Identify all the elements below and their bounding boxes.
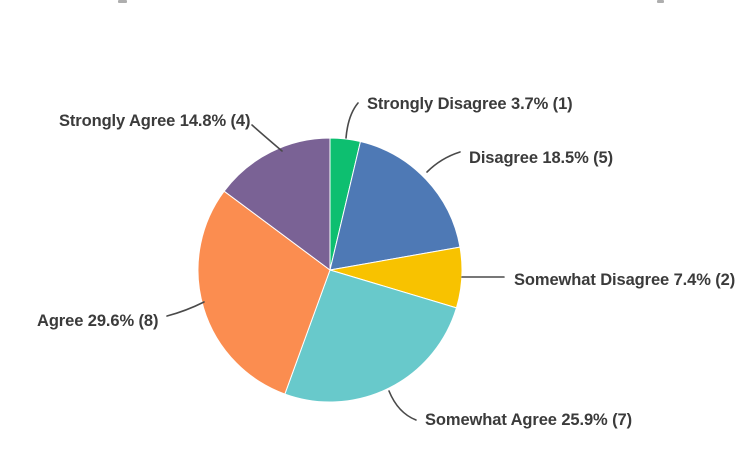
leader-line-disagree (426, 151, 461, 173)
pie-slice-agree[interactable] (197, 190, 331, 395)
cropped-text-fragment-right (657, 0, 664, 3)
slice-label-somewhat-agree: Somewhat Agree 25.9% (7) (425, 411, 632, 429)
slice-label-strongly-disagree: Strongly Disagree 3.7% (1) (367, 95, 573, 113)
leader-line-agree (166, 301, 205, 317)
slice-label-agree: Agree 29.6% (8) (37, 312, 159, 330)
leader-line-strongly-agree (251, 124, 283, 152)
leader-lines-group (166, 102, 505, 421)
leader-line-strongly-disagree (345, 102, 359, 139)
pie-slice-strongly-agree[interactable] (223, 137, 331, 271)
leader-line-somewhat-agree (388, 390, 417, 421)
pie-slices-group (197, 137, 463, 403)
slice-label-disagree: Disagree 18.5% (5) (469, 149, 614, 167)
slice-label-somewhat-disagree: Somewhat Disagree 7.4% (2) (514, 271, 736, 289)
cropped-text-fragment-left (118, 0, 127, 3)
pie-slice-somewhat-agree[interactable] (284, 269, 458, 403)
slice-label-strongly-agree: Strongly Agree 14.8% (4) (59, 112, 251, 130)
pie-slice-disagree[interactable] (329, 140, 461, 271)
